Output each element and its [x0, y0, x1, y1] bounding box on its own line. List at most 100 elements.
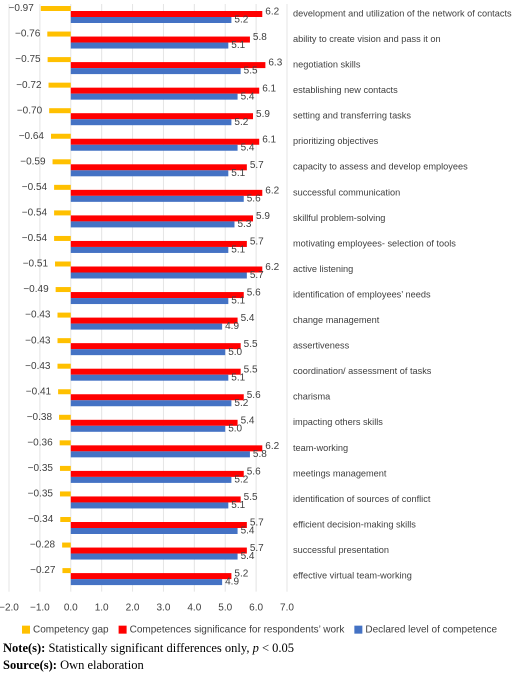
value-label: 6.2 [265, 262, 279, 273]
bar [70, 87, 260, 94]
bar [70, 476, 232, 483]
category-label: assertiveness [293, 341, 350, 351]
bar [54, 210, 71, 216]
category-label: coordination/ assessment of tasks [293, 366, 432, 376]
value-label: 5.2 [234, 569, 248, 580]
value-label: 5.7 [250, 543, 264, 554]
note-text: Statistically significant differences on… [48, 641, 250, 655]
value-label: 5.2 [234, 15, 248, 26]
bar [70, 323, 223, 330]
note-symbol: p [252, 641, 259, 655]
bar [55, 287, 71, 293]
x-tick-label: 4.0 [187, 602, 201, 613]
source-text: Own elaboration [60, 658, 144, 672]
bar [70, 272, 247, 279]
x-tick-label: 7.0 [280, 602, 294, 613]
bar [54, 184, 71, 190]
value-label: 5.4 [241, 551, 255, 562]
note-condition: < 0.05 [261, 641, 295, 655]
legend-swatch [354, 625, 363, 634]
value-label: 5.1 [231, 245, 245, 256]
bar [59, 491, 71, 497]
bar [70, 528, 238, 534]
value-label: −0.43 [25, 335, 51, 346]
legend-label: Competences significance for respondents… [130, 624, 346, 635]
category-label: identification of sources of conflict [293, 494, 431, 504]
value-label: 6.2 [265, 441, 279, 452]
bar [70, 400, 232, 407]
bar [70, 573, 232, 580]
bar [70, 240, 247, 247]
bar [70, 164, 247, 171]
notes: Note(s): Statistically significant diffe… [3, 640, 294, 674]
bar [70, 343, 241, 350]
category-label: ability to create vision and pass it on [293, 34, 441, 44]
value-label: 5.4 [241, 91, 255, 102]
bar [54, 235, 71, 241]
bar [60, 517, 71, 522]
value-label: −0.49 [23, 284, 49, 295]
bar [70, 368, 241, 375]
bar [70, 36, 250, 43]
value-label: 6.1 [262, 83, 276, 94]
bar [70, 189, 263, 196]
bar [70, 496, 241, 503]
value-label: −0.64 [19, 131, 45, 142]
bar [59, 440, 71, 446]
category-label: negotiation skills [293, 60, 361, 70]
category-label: development and utilization of the netwo… [293, 8, 512, 18]
bar [70, 317, 238, 324]
value-label: −0.51 [23, 259, 49, 270]
value-label: −0.43 [25, 361, 51, 372]
bar [70, 425, 226, 432]
bar [70, 522, 247, 528]
value-label: −0.43 [25, 310, 51, 321]
category-label: capacity to assess and develop employees [293, 162, 468, 172]
value-label: 5.6 [247, 193, 261, 204]
bar [70, 579, 223, 586]
value-label: 5.0 [228, 423, 242, 434]
category-label: change management [293, 315, 380, 325]
bar [70, 215, 254, 222]
value-label: −0.70 [17, 105, 43, 116]
value-label: −0.35 [28, 489, 54, 500]
value-label: −0.75 [15, 54, 41, 65]
category-label: successful presentation [293, 545, 389, 555]
value-label: 5.5 [244, 66, 258, 77]
value-label: 5.4 [241, 526, 255, 537]
value-label: 5.5 [244, 339, 258, 350]
bar [47, 57, 71, 63]
bar [70, 470, 244, 477]
x-tick-label: 1.0 [95, 602, 109, 613]
bar [70, 221, 235, 228]
value-label: −0.59 [20, 156, 46, 167]
bar [70, 62, 266, 69]
value-label: −0.41 [26, 386, 52, 397]
category-label: effective virtual team-working [293, 571, 412, 581]
value-label: 5.2 [234, 398, 248, 409]
category-label: successful communication [293, 187, 400, 197]
bar [70, 298, 229, 305]
bar [55, 261, 71, 267]
value-label: 5.1 [231, 168, 245, 179]
value-label: −0.76 [15, 29, 41, 40]
bar [70, 445, 263, 452]
value-label: −0.54 [22, 208, 48, 219]
bar [59, 414, 71, 420]
category-label: setting and transferring tasks [293, 111, 411, 121]
category-label: identification of employees’ needs [293, 289, 431, 299]
value-label: 5.4 [241, 142, 255, 153]
value-label: −0.54 [22, 182, 48, 193]
x-tick-label: 6.0 [249, 602, 263, 613]
category-label: team-working [293, 443, 348, 453]
bar [70, 119, 232, 126]
bar [70, 553, 238, 560]
value-label: 4.9 [225, 321, 239, 332]
note: Note(s): Statistically significant diffe… [3, 640, 294, 657]
value-label: −0.97 [9, 3, 35, 14]
source: Source(s): Own elaboration [3, 657, 294, 674]
value-label: 5.2 [234, 117, 248, 128]
value-label: 6.1 [262, 134, 276, 145]
bar [62, 542, 71, 548]
